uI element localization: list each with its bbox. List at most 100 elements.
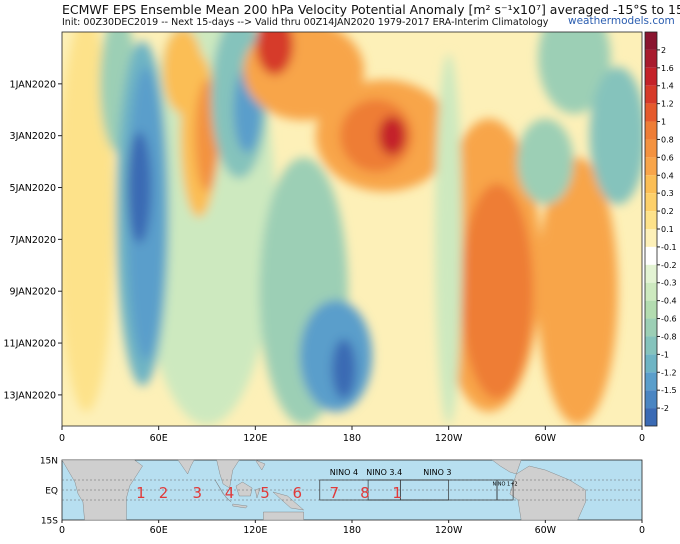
colorbar-label: 1.6 <box>661 64 674 73</box>
x-tick-label: 0 <box>639 433 645 444</box>
brand-link[interactable]: weathermodels.com <box>568 15 675 27</box>
chart-subtitle: Init: 00Z30DEC2019 -- Next 15-days --> V… <box>62 17 549 28</box>
colorbar-bin <box>645 354 657 373</box>
colorbar-bin <box>645 139 657 158</box>
x-tick-label: 0 <box>59 433 65 444</box>
colorbar-label: 0.4 <box>661 171 674 180</box>
map-lon-label: 60E <box>150 525 168 536</box>
colorbar-bin <box>645 103 657 122</box>
colorbar-label: 0.3 <box>661 189 674 198</box>
map-land <box>232 503 248 509</box>
map-lon-label: 0 <box>639 525 645 536</box>
colorbar-bin <box>645 32 657 50</box>
colorbar-label: 0.6 <box>661 153 674 162</box>
region-number: 2 <box>159 484 169 502</box>
anomaly-field-positive <box>460 183 534 399</box>
nino-label: NINO 3 <box>423 468 451 477</box>
nino-label: NINO 1+2 <box>493 482 518 488</box>
y-tick-label: 1JAN2020 <box>10 79 56 90</box>
x-tick-label: 60E <box>150 433 168 444</box>
map-land <box>272 491 305 511</box>
x-tick-label: 120W <box>435 433 463 444</box>
x-tick-label: 180 <box>343 433 361 444</box>
y-tick-label: 11JAN2020 <box>3 339 56 350</box>
colorbar-bin <box>645 211 657 229</box>
x-tick-label: 120E <box>243 433 267 444</box>
region-number: 8 <box>360 484 370 502</box>
region-number: 5 <box>260 484 270 502</box>
colorbar-label: 1.2 <box>661 100 674 109</box>
colorbar-label: -0.1 <box>661 243 677 252</box>
colorbar-label: -0.4 <box>661 297 677 306</box>
map-land <box>235 481 253 497</box>
colorbar-label: -0.8 <box>661 332 677 341</box>
colorbar-label: -0.2 <box>661 261 677 270</box>
map-land <box>263 511 304 521</box>
colorbar-bin <box>645 282 657 301</box>
colorbar-label: 0.2 <box>661 207 674 216</box>
colorbar-bin <box>645 85 657 104</box>
colorbar-bin <box>645 300 657 319</box>
anomaly-field-positive <box>62 32 115 412</box>
colorbar-bin <box>645 175 657 194</box>
x-tick-label: 60W <box>535 433 557 444</box>
anomaly-field-negative <box>331 339 357 399</box>
anomaly-field-negative <box>435 53 463 425</box>
region-number: 6 <box>292 484 302 502</box>
colorbar-bin <box>645 318 657 337</box>
anomaly-field-negative <box>517 118 574 205</box>
colorbar-bin <box>645 49 657 68</box>
map-lat-label: EQ <box>45 487 58 497</box>
colorbar-label: 0.1 <box>661 225 674 234</box>
colorbar-bin <box>645 246 657 265</box>
map-lat-label: 15S <box>41 517 58 527</box>
map-land <box>491 459 522 475</box>
colorbar-label: -2 <box>661 404 669 413</box>
anomaly-field-negative <box>538 32 611 114</box>
map-land <box>216 459 240 489</box>
anomaly-field-positive <box>162 32 203 114</box>
map-lon-label: 60W <box>535 525 557 536</box>
region-number: 7 <box>330 484 340 502</box>
anomaly-field-negative <box>127 131 152 244</box>
anomaly-field-positive <box>537 157 618 425</box>
map-land <box>177 459 195 475</box>
chart-title: ECMWF EPS Ensemble Mean 200 hPa Velocity… <box>62 2 680 17</box>
y-tick-label: 13JAN2020 <box>3 390 56 401</box>
hovmoller-chart: 0 60E 120E 180 120W 60W 0 1JAN2020 3JAN2020 5JAN… <box>3 31 677 444</box>
map-lat-label: 15N <box>40 457 58 467</box>
map-land <box>255 487 261 499</box>
colorbar-bin <box>645 157 657 176</box>
map-lon-label: 180 <box>343 525 361 536</box>
colorbar-label: -0.6 <box>661 315 677 324</box>
y-tick-label: 7JAN2020 <box>10 235 56 246</box>
map-land <box>254 459 266 471</box>
colorbar-label: 1.4 <box>661 82 674 91</box>
region-number: 1 <box>392 484 402 502</box>
nino-label: NINO 3.4 <box>366 468 402 477</box>
map-lon-label: 120E <box>243 525 267 536</box>
anomaly-field-positive <box>256 32 294 75</box>
colorbar-bin <box>645 408 657 426</box>
colorbar-label: -1.5 <box>661 386 677 395</box>
region-number: 3 <box>193 484 203 502</box>
nino-label: NINO 4 <box>330 468 358 477</box>
colorbar-bin <box>645 372 657 391</box>
y-tick-label: 9JAN2020 <box>10 287 56 298</box>
map-land <box>214 479 232 503</box>
nino-box <box>496 479 514 501</box>
colorbar-label: -1.2 <box>661 368 677 377</box>
y-tick-label: 5JAN2020 <box>10 183 56 194</box>
colorbar-bin <box>645 121 657 140</box>
colorbar-label: 0.8 <box>661 135 674 144</box>
colorbar-label: -0.3 <box>661 279 677 288</box>
region-number: 1 <box>136 484 146 502</box>
map-lon-label: 120W <box>435 525 463 536</box>
colorbar-bin <box>645 264 657 283</box>
colorbar-bin <box>645 390 657 409</box>
y-tick-label: 3JAN2020 <box>10 131 56 142</box>
colorbar-label: 1 <box>661 118 666 127</box>
anomaly-field-positive <box>378 116 406 156</box>
map-land <box>509 465 586 521</box>
region-number: 4 <box>225 484 235 502</box>
